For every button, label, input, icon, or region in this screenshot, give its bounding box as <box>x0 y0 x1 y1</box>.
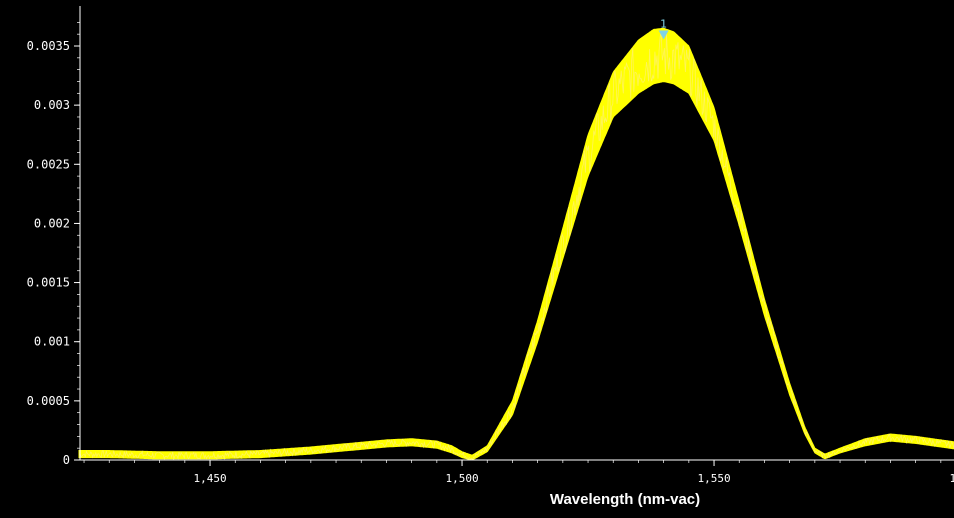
x-tick-label: 1,600 <box>949 472 954 485</box>
y-tick-label: 0 <box>63 453 70 467</box>
y-tick-label: 0.003 <box>34 98 70 112</box>
y-ticks: 0 0.0005 0.001 0.0015 0.002 0.0025 0.003 0.0035 <box>27 21 80 467</box>
y-tick-label: 0.0005 <box>27 394 70 408</box>
x-tick-label: 1,500 <box>445 472 478 485</box>
y-tick-label: 0.001 <box>34 335 70 349</box>
y-tick-label: 0.0035 <box>27 39 70 53</box>
x-axis-title: Wavelength (nm-vac) <box>550 491 700 508</box>
y-tick-label: 0.0015 <box>27 276 70 290</box>
x-tick-label: 1,450 <box>193 472 226 485</box>
y-tick-label: 0.0025 <box>27 157 70 171</box>
spectrum-band <box>78 27 954 461</box>
marker-layer: 1 <box>658 18 669 40</box>
y-tick-label: 0.002 <box>34 216 70 230</box>
trace-layer <box>78 27 954 461</box>
spectrum-trace <box>78 30 954 461</box>
x-tick-label: 1,550 <box>697 472 730 485</box>
peak-marker[interactable] <box>658 30 669 40</box>
peak-marker-label: 1 <box>660 18 667 31</box>
x-ticks: 1,450 1,500 1,550 1,600 <box>83 460 954 485</box>
